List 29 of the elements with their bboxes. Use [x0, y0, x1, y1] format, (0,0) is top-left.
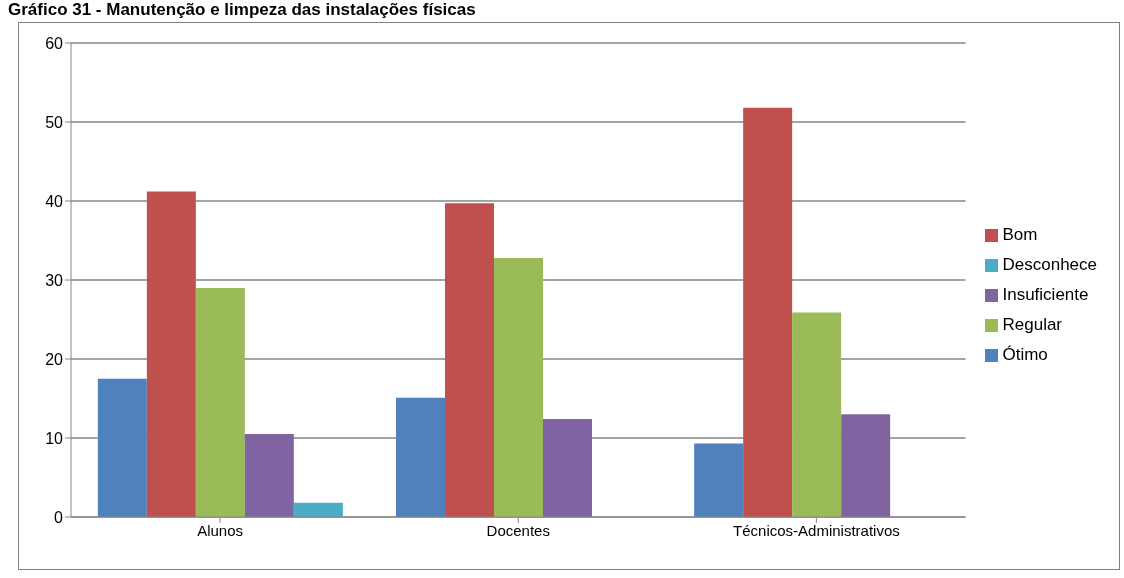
y-tick-label: 20: [45, 350, 64, 368]
bar: [146, 191, 196, 517]
legend-label: Ótimo: [1002, 345, 1048, 364]
bar: [195, 287, 245, 517]
legend-label: Insuficiente: [1002, 285, 1089, 304]
bar: [543, 419, 592, 517]
y-tick-label: 10: [45, 429, 64, 447]
bar: [792, 312, 842, 517]
x-tick-label: Técnicos-Administrativos: [733, 521, 900, 539]
x-tick-label: Docentes: [486, 521, 550, 539]
bar: [694, 443, 744, 517]
bar: [396, 397, 445, 517]
bar: [445, 203, 494, 517]
legend-label: Desconhece: [1002, 255, 1097, 274]
y-tick-label: 40: [45, 192, 64, 210]
bar: [743, 107, 793, 517]
chart-title: Gráfico 31 - Manutenção e limpeza das instalações físicas: [8, 0, 476, 20]
y-tick-label: 60: [45, 34, 64, 52]
x-tick-label: Alunos: [197, 521, 244, 539]
y-tick-label: 50: [45, 113, 64, 131]
bar: [97, 378, 147, 517]
bar: [841, 414, 891, 517]
legend-label: Bom: [1002, 225, 1038, 244]
legend-label: Regular: [1002, 315, 1063, 334]
bar: [244, 434, 294, 517]
y-tick-label: 0: [54, 508, 64, 526]
bar: [293, 502, 343, 517]
y-tick-label: 30: [45, 271, 64, 289]
bar: [494, 257, 543, 517]
